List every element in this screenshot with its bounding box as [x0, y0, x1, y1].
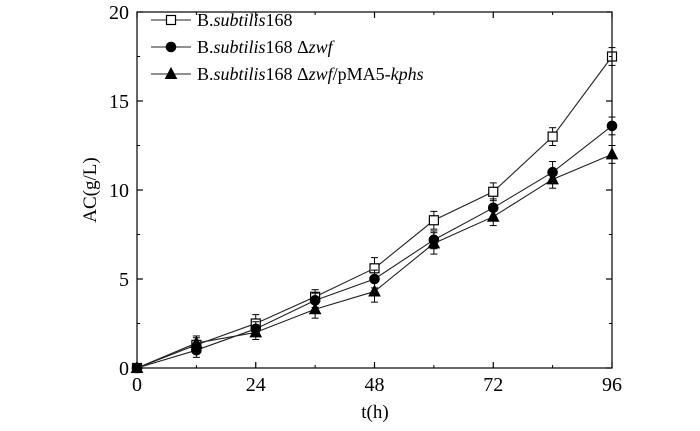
- x-tick-label: 96: [602, 374, 622, 396]
- data-point: [546, 172, 559, 185]
- x-tick-label: 24: [246, 374, 266, 396]
- legend-label-part: B.: [197, 64, 214, 84]
- data-point: [427, 236, 441, 249]
- data-point: [368, 284, 381, 297]
- series-line: [136, 125, 613, 369]
- legend-label: B.subtilis168: [197, 10, 293, 30]
- legend-label-part: subtilis: [214, 10, 266, 30]
- y-tick-label: 15: [109, 91, 129, 113]
- series-line: [136, 56, 613, 369]
- y-tick-label: 5: [119, 269, 129, 291]
- legend-marker: [165, 41, 177, 53]
- legend-item-1: B.subtilis168: [151, 10, 293, 30]
- data-point: [249, 325, 263, 338]
- legend-label-part: subtilis: [214, 37, 266, 57]
- x-axis-title: t(h): [361, 402, 388, 423]
- x-tick-label: 48: [365, 374, 385, 396]
- y-tick-label: 0: [119, 358, 129, 380]
- data-point: [428, 215, 439, 226]
- legend-label-part: 168 Δ: [266, 64, 309, 84]
- legend-label: B.subtilis168 Δzwf: [197, 37, 336, 57]
- legend-item-2: B.subtilis168 Δzwf: [151, 37, 336, 57]
- data-point: [190, 336, 203, 349]
- data-point: [547, 131, 558, 142]
- legend-label-part: B.: [197, 37, 214, 57]
- legend-label-part: B.: [197, 10, 214, 30]
- y-tick-label: 10: [109, 180, 129, 202]
- x-tick-label: 0: [132, 374, 142, 396]
- y-tick-label: 20: [109, 2, 129, 24]
- data-point: [486, 209, 500, 222]
- axes: 0 24 48 72 96 0 5 10 15 20: [109, 2, 622, 396]
- legend-label-part: 168 Δ: [266, 37, 309, 57]
- legend-label-part: 168: [266, 10, 293, 30]
- legend-label-part: zwf: [308, 64, 336, 84]
- legend-label-part: subtilis: [214, 64, 266, 84]
- data-point: [488, 186, 499, 197]
- legend-item-3: B.subtilis168 Δzwf/pMA5-kphs: [151, 64, 424, 84]
- x-tick-label: 72: [483, 374, 503, 396]
- legend-marker: [164, 66, 178, 79]
- legend-label-part: zwf: [308, 37, 336, 57]
- series-2: [131, 116, 618, 374]
- legend-marker: [165, 14, 177, 26]
- legend-label: B.subtilis168 Δzwf/pMA5-kphs: [197, 64, 424, 84]
- series-1: [131, 47, 618, 374]
- series-layer: [130, 47, 619, 374]
- legend-label-part: kphs: [391, 64, 424, 84]
- y-axis-title: AC(g/L): [80, 157, 101, 222]
- legend-label-part: /pMA5-: [333, 64, 391, 84]
- data-point: [308, 302, 322, 315]
